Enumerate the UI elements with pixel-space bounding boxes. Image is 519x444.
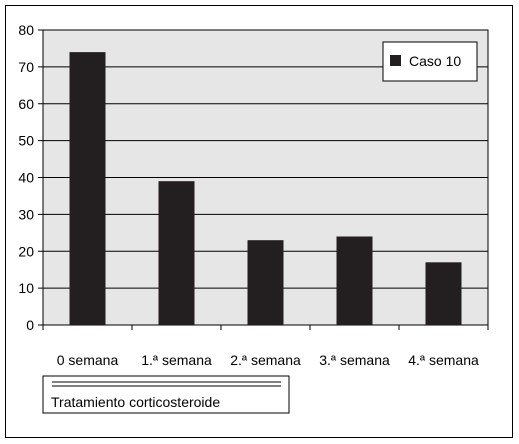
bar (336, 236, 373, 325)
y-axis-ticks: 0 10 20 30 40 50 60 70 80 (18, 22, 43, 333)
bar (247, 240, 284, 325)
x-tick-label: 0 semana (57, 352, 119, 368)
y-tick-label: 30 (18, 206, 34, 222)
y-tick-label: 70 (18, 59, 34, 75)
y-tick-label: 10 (18, 280, 34, 296)
y-tick-label: 60 (18, 96, 34, 112)
y-tick-label: 0 (26, 317, 34, 333)
x-tick-label: 1.ª semana (141, 352, 212, 368)
x-axis-caption: Tratamiento corticosteroide (42, 375, 290, 414)
x-tick-label: 4.ª semana (408, 352, 479, 368)
bars (69, 52, 462, 325)
legend-label: Caso 10 (409, 53, 461, 69)
legend-swatch (390, 55, 401, 66)
x-tick-label: 3.ª semana (319, 352, 390, 368)
x-axis-caption-text: Tratamiento corticosteroide (51, 394, 220, 410)
x-axis-ticks: 0 semana 1.ª semana 2.ª semana 3.ª semana 4.… (42, 325, 489, 368)
x-tick-label: 2.ª semana (230, 352, 301, 368)
bar (425, 262, 462, 325)
y-tick-label: 20 (18, 243, 34, 259)
y-tick-label: 40 (18, 170, 34, 186)
bar (158, 181, 195, 325)
y-tick-label: 50 (18, 133, 34, 149)
bar (69, 52, 106, 325)
y-tick-label: 80 (18, 22, 34, 38)
legend: Caso 10 (382, 41, 478, 82)
